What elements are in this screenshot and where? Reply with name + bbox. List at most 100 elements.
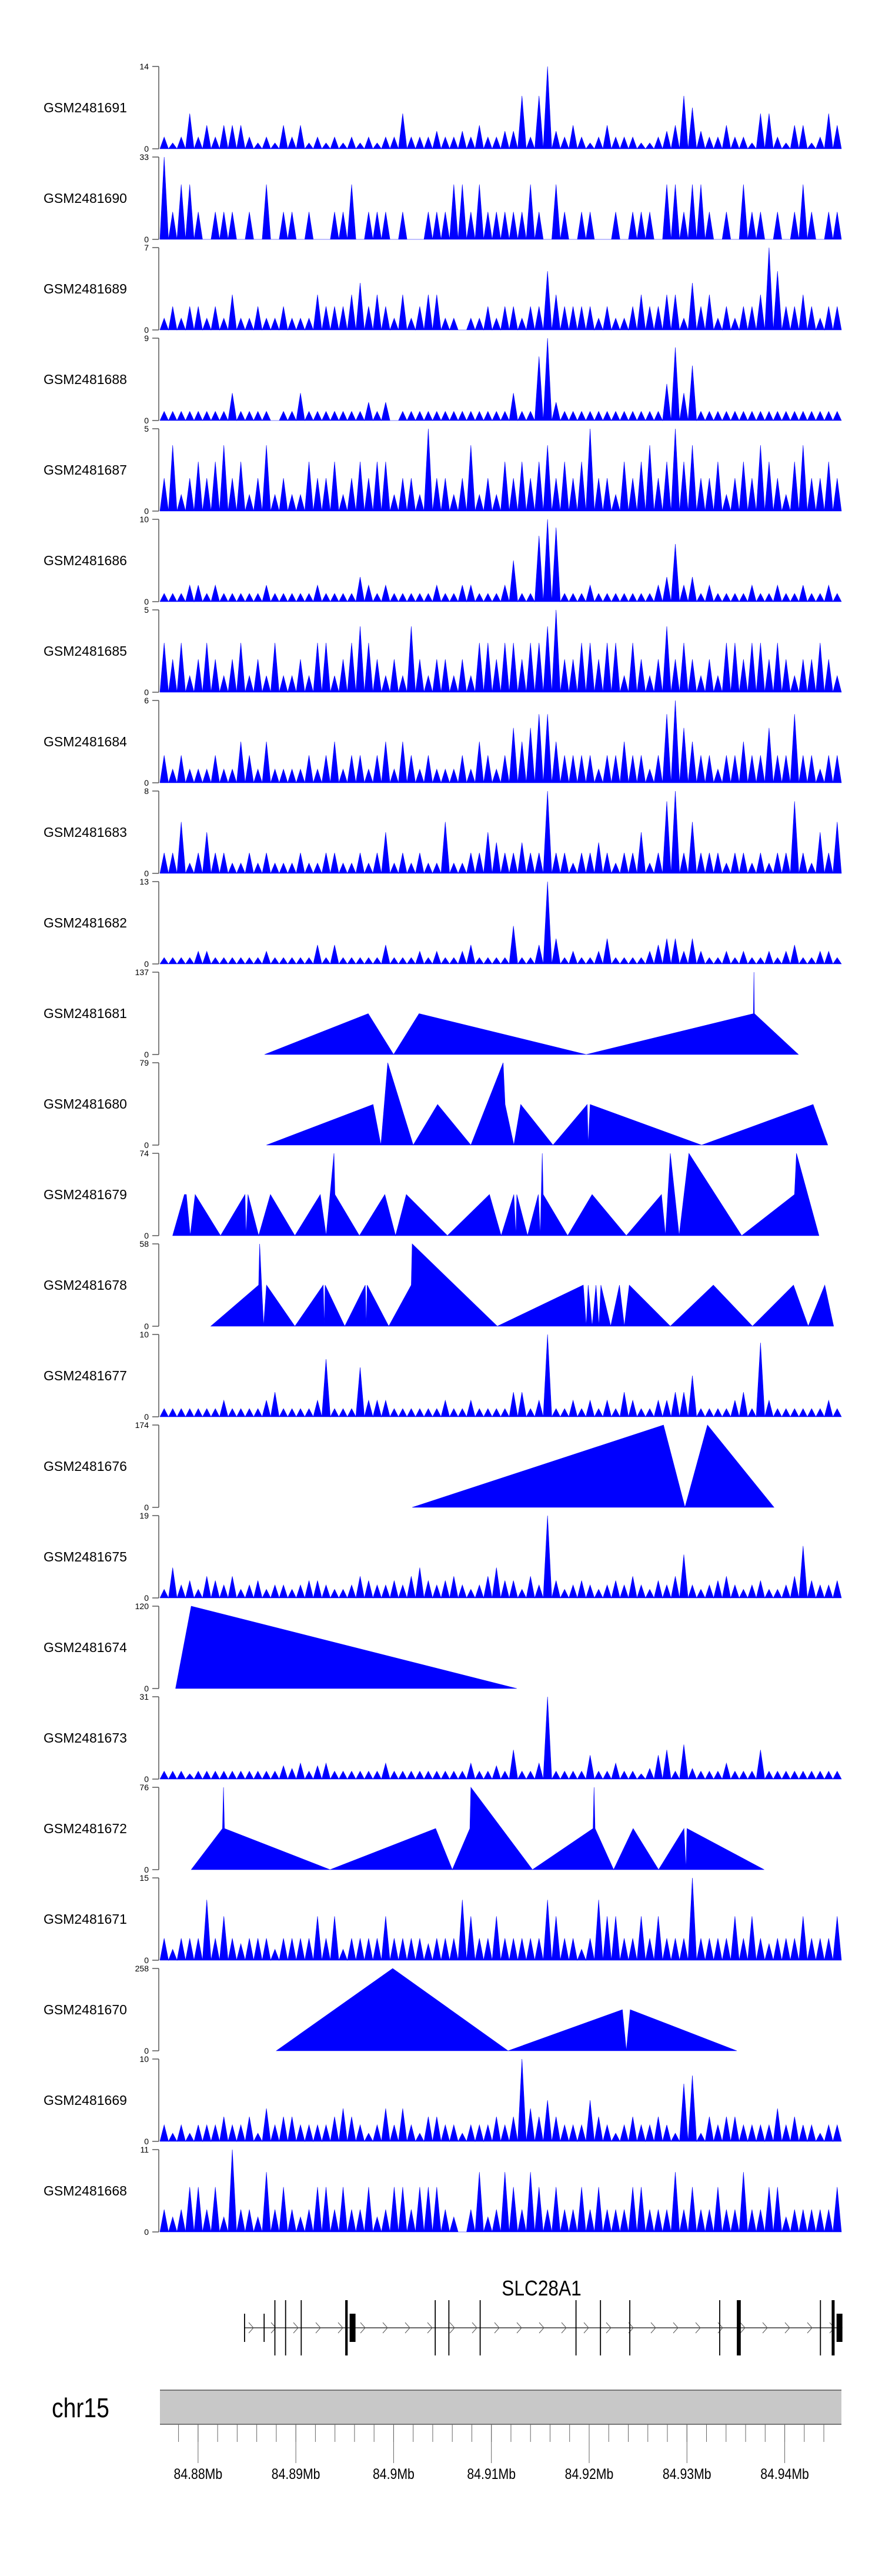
track-GSM2481690: GSM2481690 33 0 [44,152,842,244]
y-axis-min-label: 0 [144,2046,149,2056]
coding-exon [719,2300,720,2355]
strand-arrow-icon [650,2322,656,2334]
signal-area [412,1424,774,1509]
signal-area [159,2149,842,2233]
signal-area [159,519,842,603]
y-axis-min-label: 0 [144,1231,149,1240]
y-axis-min-label: 0 [144,1865,149,1874]
coding-exon [274,2300,276,2355]
track-GSM2481691: GSM2481691 14 0 [44,62,842,154]
signal-area [159,247,842,331]
track-label: GSM2481683 [44,825,127,840]
strand-arrow-icon [360,2322,366,2334]
coding-exon [479,2300,481,2355]
chromosome-ideogram-bar [160,2390,841,2424]
track-label: GSM2481668 [44,2183,127,2198]
track-GSM2481686: GSM2481686 10 0 [44,515,842,606]
track-label: GSM2481691 [44,100,127,115]
signal-area [159,1515,842,1599]
track-GSM2481689: GSM2481689 7 0 [44,243,842,335]
signal-area [191,1787,764,1870]
major-tick-label: 84.91Mb [467,2465,516,2482]
coding-exon [575,2300,577,2355]
coding-exon [600,2300,602,2355]
y-axis-max-label: 33 [139,152,149,162]
y-axis-min-label: 0 [144,1774,149,1784]
signal-area [159,790,842,875]
coding-exon [300,2300,302,2355]
track-label: GSM2481671 [44,1911,127,1927]
track-label: GSM2481674 [44,1640,127,1655]
y-axis-min-label: 0 [144,1956,149,1965]
track-label: GSM2481670 [44,2002,127,2017]
signal-area [210,1243,834,1327]
y-axis-max-label: 79 [139,1058,149,1067]
track-GSM2481669: GSM2481669 10 0 [44,2054,842,2146]
strand-arrow-icon [382,2322,388,2334]
strand-arrow-icon [807,2322,813,2334]
y-axis-max-label: 5 [144,605,149,615]
track-label: GSM2481686 [44,553,127,568]
y-axis-max-label: 19 [139,1511,149,1520]
y-axis-max-label: 15 [139,1873,149,1883]
strand-arrow-icon [583,2322,589,2334]
y-axis-max-label: 7 [144,243,149,252]
y-axis-max-label: 58 [139,1239,149,1249]
y-axis-min-label: 0 [144,1593,149,1603]
track-GSM2481674: GSM2481674 120 0 [44,1601,517,1693]
signal-area [159,609,842,693]
strand-arrow-icon [539,2322,544,2334]
utr-exon [244,2314,245,2342]
track-GSM2481670: GSM2481670 258 0 [44,1964,737,2056]
coding-exon [435,2300,436,2355]
y-axis-min-label: 0 [144,1684,149,1693]
y-axis-min-label: 0 [144,506,149,516]
signal-area [159,1334,842,1418]
track-label: GSM2481684 [44,734,127,749]
strand-arrow-icon [315,2322,321,2334]
strand-arrow-icon [516,2322,522,2334]
strand-arrow-icon [606,2322,612,2334]
y-axis-min-label: 0 [144,1412,149,1422]
y-axis-max-label: 10 [139,1330,149,1339]
strand-arrow-icon [449,2322,455,2334]
track-GSM2481682: GSM2481682 13 0 [44,877,842,969]
y-axis-max-label: 76 [139,1783,149,1792]
utr-exon [349,2314,356,2342]
gene-track: SLC28A1 [244,2277,843,2355]
y-axis-max-label: 8 [144,786,149,796]
track-label: GSM2481680 [44,1096,127,1112]
coding-exon [737,2300,741,2355]
track-label: GSM2481675 [44,1549,127,1564]
y-axis-min-label: 0 [144,597,149,606]
y-axis-min-label: 0 [144,2227,149,2237]
y-axis-min-label: 0 [144,144,149,154]
strand-arrow-icon [472,2322,477,2334]
y-axis-max-label: 13 [139,877,149,886]
signal-area [159,338,842,422]
strand-arrow-icon [405,2322,410,2334]
strand-arrow-icon [784,2322,790,2334]
track-label: GSM2481682 [44,915,127,930]
y-axis-max-label: 74 [139,1149,149,1158]
track-GSM2481668: GSM2481668 11 0 [44,2145,842,2237]
strand-arrow-icon [338,2322,343,2334]
y-axis-max-label: 5 [144,424,149,433]
signal-area [159,428,842,512]
track-GSM2481681: GSM2481681 137 0 [44,967,799,1059]
track-label: GSM2481672 [44,1821,127,1836]
track-GSM2481672: GSM2481672 76 0 [44,1783,764,1874]
strand-arrow-icon [561,2322,567,2334]
y-axis-max-label: 10 [139,2054,149,2064]
major-tick-label: 84.93Mb [663,2465,711,2482]
strand-arrow-icon [293,2322,299,2334]
y-axis-min-label: 0 [144,1322,149,1331]
signal-area [159,881,842,965]
track-GSM2481678: GSM2481678 58 0 [44,1239,834,1331]
y-axis-max-label: 14 [139,62,149,71]
coding-exon [345,2300,348,2355]
track-GSM2481673: GSM2481673 31 0 [44,1692,842,1784]
track-GSM2481683: GSM2481683 8 0 [44,786,842,878]
track-label: GSM2481685 [44,643,127,659]
